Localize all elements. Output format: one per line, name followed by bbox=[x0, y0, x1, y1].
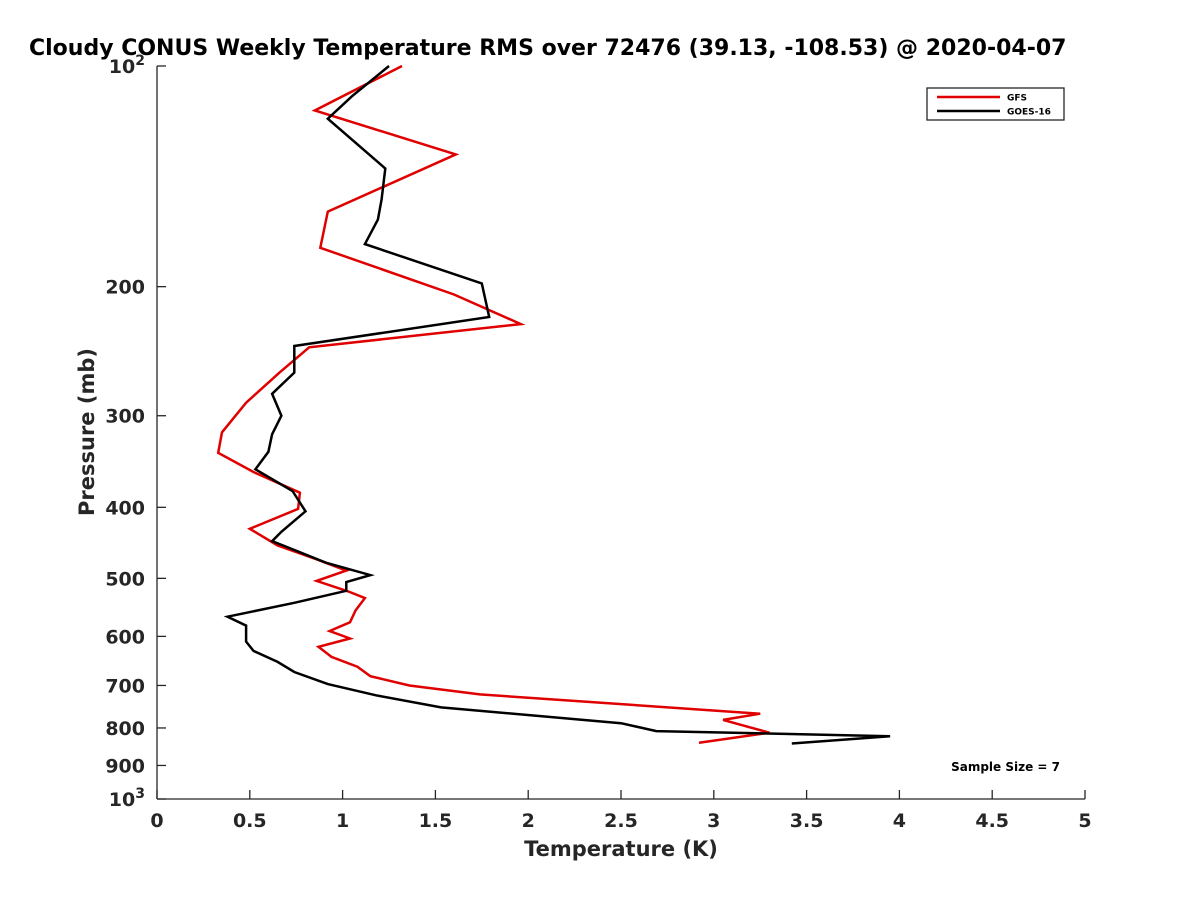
y-tick-label: 103 bbox=[109, 786, 145, 811]
x-tick-label: 5 bbox=[1078, 810, 1091, 832]
y-tick-label: 600 bbox=[105, 626, 145, 648]
x-tick-label: 4 bbox=[893, 810, 906, 832]
y-tick-label: 200 bbox=[105, 277, 145, 299]
x-tick-label: 2.5 bbox=[604, 810, 638, 832]
y-tick-label: 700 bbox=[105, 675, 145, 697]
legend: GFS GOES-16 bbox=[926, 87, 1065, 121]
axes-layer: 0 0.5 1 1.5 2 2.5 3 3.5 4 4.5 5 102 200 300 400 500 600 7… bbox=[105, 53, 1091, 832]
chart-title: Cloudy CONUS Weekly Temperature RMS over… bbox=[29, 36, 1066, 61]
x-tick-label: 0.5 bbox=[233, 810, 267, 832]
y-tick-label: 500 bbox=[105, 568, 145, 590]
series-line-gfs bbox=[216, 64, 770, 744]
y-tick-label: 800 bbox=[105, 718, 145, 740]
series-layer bbox=[216, 64, 891, 745]
legend-box bbox=[926, 87, 1065, 121]
y-axis-label: Pressure (mb) bbox=[75, 348, 99, 516]
x-axis-label: Temperature (K) bbox=[524, 837, 718, 861]
y-tick-label: 300 bbox=[105, 406, 145, 428]
series-line-goes-16 bbox=[223, 65, 891, 745]
x-tick-label: 2 bbox=[522, 810, 535, 832]
y-tick-label: 400 bbox=[105, 497, 145, 519]
x-tick-label: 1 bbox=[336, 810, 349, 832]
x-tick-label: 1.5 bbox=[419, 810, 453, 832]
x-tick-label: 0 bbox=[150, 810, 163, 832]
y-tick-label: 102 bbox=[109, 53, 145, 78]
y-tick-label: 900 bbox=[105, 755, 145, 777]
x-tick-label: 3 bbox=[707, 810, 720, 832]
legend-label-gfs: GFS bbox=[1007, 94, 1027, 104]
x-tick-label: 3.5 bbox=[790, 810, 824, 832]
sample-size-annotation: Sample Size = 7 bbox=[951, 760, 1060, 774]
legend-label-goes-16: GOES-16 bbox=[1007, 108, 1051, 118]
x-tick-label: 4.5 bbox=[975, 810, 1009, 832]
